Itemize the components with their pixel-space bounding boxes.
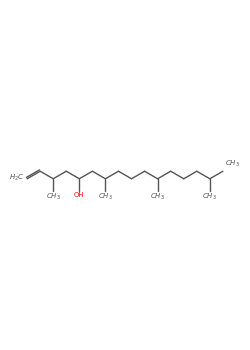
- Text: $CH_3$: $CH_3$: [225, 159, 240, 169]
- Text: $CH_3$: $CH_3$: [202, 192, 217, 202]
- Text: $H_2C$: $H_2C$: [9, 173, 24, 183]
- Text: OH: OH: [74, 192, 85, 198]
- Text: $CH_3$: $CH_3$: [98, 192, 113, 202]
- Text: $CH_3$: $CH_3$: [150, 192, 165, 202]
- Text: $CH_3$: $CH_3$: [46, 192, 61, 202]
